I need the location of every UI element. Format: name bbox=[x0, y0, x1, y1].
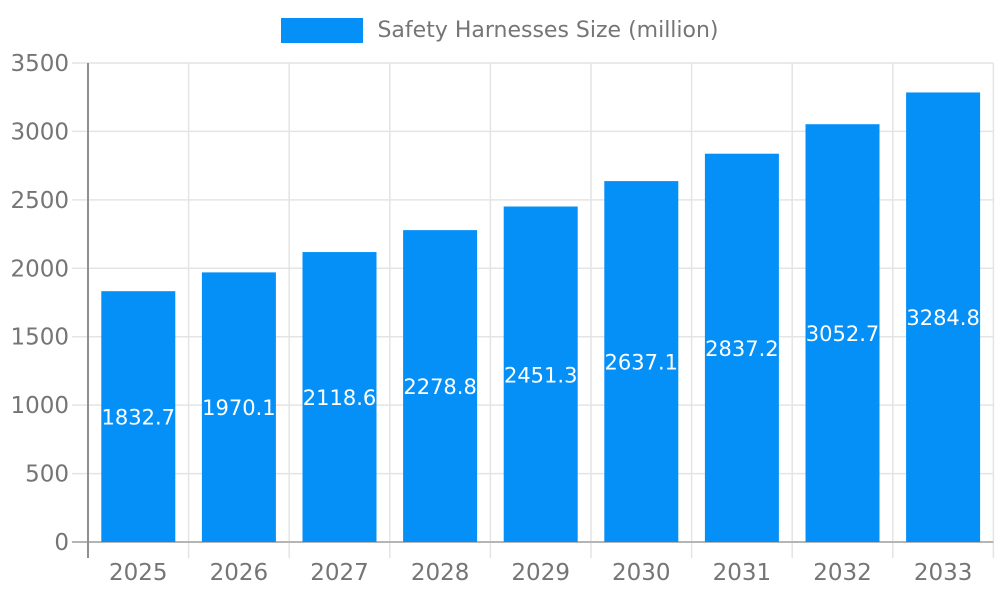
x-axis-tick-label: 2029 bbox=[511, 560, 570, 586]
y-axis-tick-label: 500 bbox=[25, 462, 69, 488]
bar-value-label: 3052.7 bbox=[806, 322, 879, 346]
y-axis-tick-label: 2000 bbox=[10, 256, 69, 282]
x-axis-tick-label: 2027 bbox=[310, 560, 369, 586]
x-axis-tick-label: 2032 bbox=[813, 560, 872, 586]
bar-value-label: 2837.2 bbox=[705, 337, 778, 361]
legend-label: Safety Harnesses Size (million) bbox=[377, 18, 719, 43]
y-axis-tick-label: 0 bbox=[54, 530, 69, 556]
x-axis-tick-label: 2028 bbox=[411, 560, 470, 586]
bar-2032 bbox=[805, 124, 880, 543]
y-axis-tick-label: 3500 bbox=[10, 51, 69, 77]
x-axis-tick-label: 2025 bbox=[109, 560, 168, 586]
bar-value-label: 2278.8 bbox=[403, 375, 476, 399]
x-axis-tick-label: 2026 bbox=[210, 560, 269, 586]
legend: Safety Harnesses Size (million) bbox=[0, 18, 1000, 43]
bar-2025 bbox=[101, 291, 176, 542]
bar-value-label: 3284.8 bbox=[906, 306, 979, 330]
bar-value-label: 2118.6 bbox=[303, 386, 376, 410]
x-axis-tick-label: 2031 bbox=[713, 560, 772, 586]
x-axis-tick-label: 2033 bbox=[914, 560, 973, 586]
y-axis-tick-label: 2500 bbox=[10, 188, 69, 214]
legend-swatch bbox=[281, 18, 364, 43]
bar-value-label: 1970.1 bbox=[202, 396, 275, 420]
bar-2033 bbox=[906, 92, 981, 542]
bar-2031 bbox=[704, 153, 779, 542]
bar-value-label: 1832.7 bbox=[102, 406, 175, 430]
y-axis-tick-label: 3000 bbox=[10, 119, 69, 145]
legend-item-safety-harnesses[interactable]: Safety Harnesses Size (million) bbox=[281, 18, 719, 43]
bar-value-label: 2451.3 bbox=[504, 363, 577, 387]
bar-2029 bbox=[503, 206, 578, 542]
bar-value-label: 2637.1 bbox=[605, 351, 678, 375]
bar-2030 bbox=[604, 181, 679, 542]
bar-2027 bbox=[302, 252, 377, 543]
bar-2026 bbox=[201, 272, 276, 542]
y-axis-tick-label: 1000 bbox=[10, 393, 69, 419]
y-axis-tick-label: 1500 bbox=[10, 325, 69, 351]
bar-2028 bbox=[403, 230, 478, 542]
x-axis-tick-label: 2030 bbox=[612, 560, 671, 586]
